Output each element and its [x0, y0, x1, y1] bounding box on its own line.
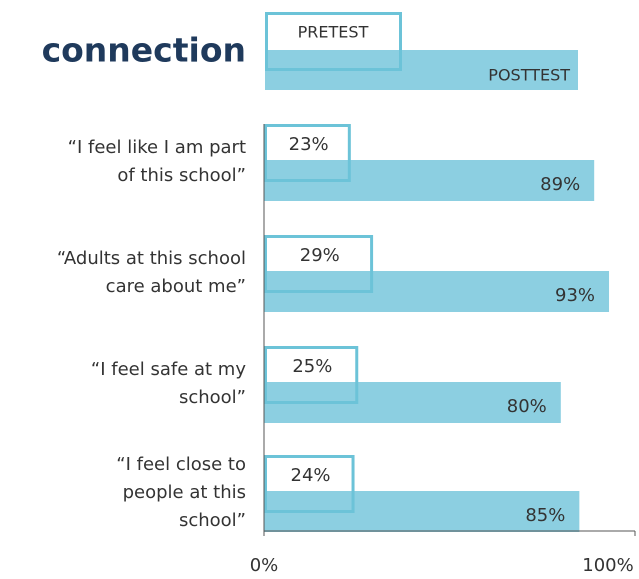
- x-tick-label: 0%: [250, 555, 279, 576]
- value-label: 85%: [525, 505, 565, 526]
- value-label: 25%: [292, 356, 332, 377]
- legend-label: PRETEST: [298, 23, 369, 42]
- category-label: “I feel like I am part: [68, 137, 246, 158]
- bar: [264, 455, 355, 513]
- value-label: 93%: [555, 285, 595, 306]
- category-label: people at this: [123, 482, 246, 503]
- category-label: “Adults at this school: [57, 248, 246, 269]
- value-label: 23%: [289, 134, 329, 155]
- category-label: school”: [179, 387, 246, 408]
- bar: [264, 346, 359, 404]
- value-label: 24%: [291, 465, 331, 486]
- legend-swatch: [265, 12, 402, 71]
- category-label: “I feel safe at my: [91, 359, 246, 380]
- category-label: “I feel close to: [116, 454, 246, 475]
- legend-label: POSTTEST: [488, 66, 570, 85]
- bar: [264, 235, 374, 293]
- category-label: of this school”: [117, 165, 246, 186]
- x-tick-label: 100%: [582, 555, 633, 576]
- category-label: school”: [179, 510, 246, 531]
- value-label: 29%: [300, 245, 340, 266]
- chart-title: connection: [42, 31, 246, 70]
- bar: [264, 124, 351, 182]
- value-label: 89%: [540, 174, 580, 195]
- value-label: 80%: [507, 396, 547, 417]
- category-label: care about me”: [106, 276, 246, 297]
